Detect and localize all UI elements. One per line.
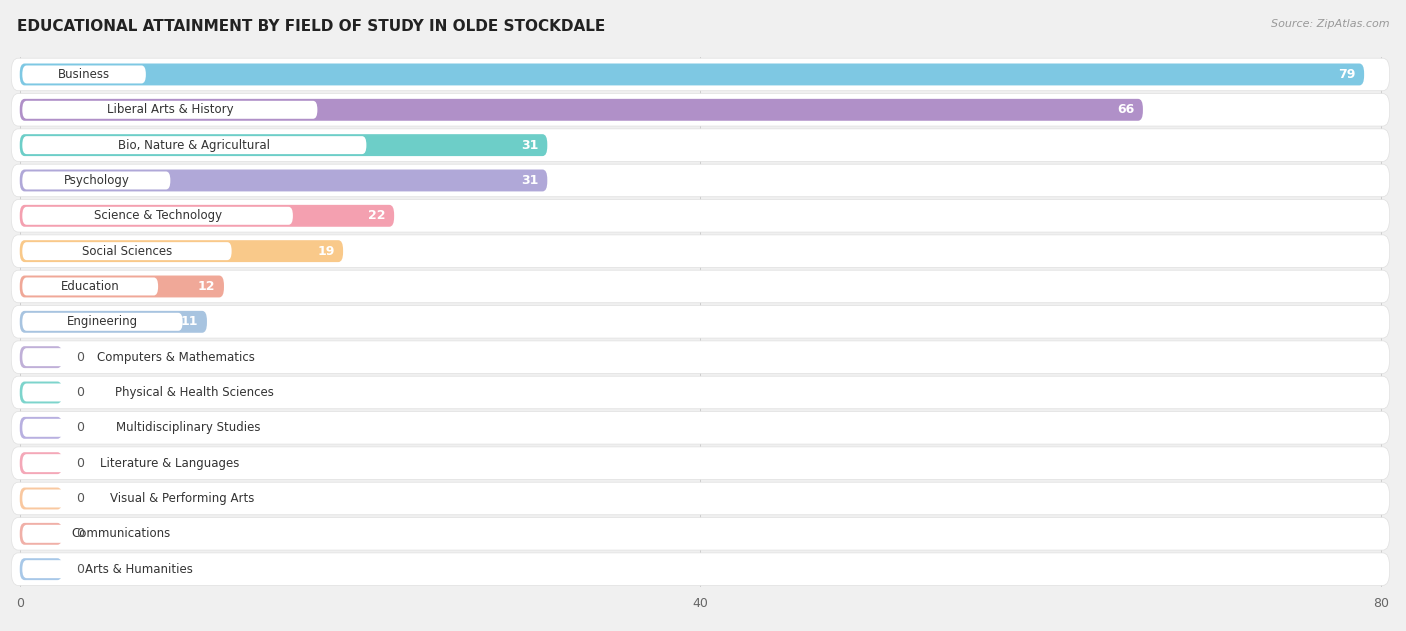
- FancyBboxPatch shape: [20, 558, 62, 580]
- Text: Bio, Nature & Agricultural: Bio, Nature & Agricultural: [118, 139, 270, 151]
- Text: Physical & Health Sciences: Physical & Health Sciences: [115, 386, 274, 399]
- Text: 0: 0: [76, 563, 84, 575]
- FancyBboxPatch shape: [22, 560, 256, 578]
- FancyBboxPatch shape: [20, 382, 62, 403]
- FancyBboxPatch shape: [11, 341, 1389, 374]
- FancyBboxPatch shape: [22, 419, 354, 437]
- FancyBboxPatch shape: [11, 411, 1389, 444]
- Text: Psychology: Psychology: [63, 174, 129, 187]
- FancyBboxPatch shape: [22, 313, 183, 331]
- Text: Science & Technology: Science & Technology: [94, 209, 222, 222]
- Text: 0: 0: [76, 528, 84, 540]
- Text: 31: 31: [522, 174, 538, 187]
- Text: 0: 0: [76, 351, 84, 363]
- FancyBboxPatch shape: [22, 66, 146, 83]
- FancyBboxPatch shape: [22, 384, 367, 401]
- Text: 0: 0: [76, 386, 84, 399]
- Text: 0: 0: [76, 492, 84, 505]
- Text: 19: 19: [318, 245, 335, 257]
- FancyBboxPatch shape: [22, 454, 318, 472]
- FancyBboxPatch shape: [22, 348, 329, 366]
- Text: Education: Education: [60, 280, 120, 293]
- FancyBboxPatch shape: [22, 490, 342, 507]
- FancyBboxPatch shape: [11, 199, 1389, 232]
- FancyBboxPatch shape: [20, 134, 547, 156]
- FancyBboxPatch shape: [22, 242, 232, 260]
- FancyBboxPatch shape: [20, 240, 343, 262]
- FancyBboxPatch shape: [11, 270, 1389, 303]
- FancyBboxPatch shape: [20, 488, 62, 509]
- FancyBboxPatch shape: [20, 170, 547, 191]
- Text: 22: 22: [368, 209, 385, 222]
- Text: EDUCATIONAL ATTAINMENT BY FIELD OF STUDY IN OLDE STOCKDALE: EDUCATIONAL ATTAINMENT BY FIELD OF STUDY…: [17, 19, 605, 34]
- FancyBboxPatch shape: [20, 452, 62, 474]
- FancyBboxPatch shape: [11, 164, 1389, 197]
- FancyBboxPatch shape: [20, 417, 62, 439]
- FancyBboxPatch shape: [20, 99, 1143, 121]
- Text: 79: 79: [1339, 68, 1355, 81]
- Text: Source: ZipAtlas.com: Source: ZipAtlas.com: [1271, 19, 1389, 29]
- Text: Visual & Performing Arts: Visual & Performing Arts: [110, 492, 254, 505]
- Text: 0: 0: [76, 422, 84, 434]
- FancyBboxPatch shape: [11, 58, 1389, 91]
- Text: Social Sciences: Social Sciences: [82, 245, 172, 257]
- Text: Arts & Humanities: Arts & Humanities: [86, 563, 193, 575]
- Text: Multidisciplinary Studies: Multidisciplinary Studies: [115, 422, 260, 434]
- FancyBboxPatch shape: [22, 101, 318, 119]
- Text: 12: 12: [198, 280, 215, 293]
- FancyBboxPatch shape: [20, 64, 1364, 85]
- FancyBboxPatch shape: [20, 346, 62, 368]
- Text: Computers & Mathematics: Computers & Mathematics: [97, 351, 254, 363]
- FancyBboxPatch shape: [11, 129, 1389, 162]
- FancyBboxPatch shape: [20, 311, 207, 333]
- FancyBboxPatch shape: [11, 447, 1389, 480]
- FancyBboxPatch shape: [22, 278, 157, 295]
- FancyBboxPatch shape: [11, 305, 1389, 338]
- Text: Business: Business: [58, 68, 110, 81]
- Text: Engineering: Engineering: [67, 316, 138, 328]
- FancyBboxPatch shape: [20, 205, 394, 227]
- Text: Communications: Communications: [72, 528, 170, 540]
- FancyBboxPatch shape: [22, 172, 170, 189]
- Text: Literature & Languages: Literature & Languages: [100, 457, 239, 469]
- Text: Liberal Arts & History: Liberal Arts & History: [107, 103, 233, 116]
- FancyBboxPatch shape: [22, 207, 292, 225]
- FancyBboxPatch shape: [11, 517, 1389, 550]
- FancyBboxPatch shape: [22, 525, 219, 543]
- FancyBboxPatch shape: [20, 523, 62, 545]
- FancyBboxPatch shape: [11, 235, 1389, 268]
- FancyBboxPatch shape: [11, 376, 1389, 409]
- Text: 31: 31: [522, 139, 538, 151]
- Text: 0: 0: [76, 457, 84, 469]
- FancyBboxPatch shape: [11, 93, 1389, 126]
- FancyBboxPatch shape: [20, 276, 224, 297]
- FancyBboxPatch shape: [22, 136, 367, 154]
- Text: 66: 66: [1118, 103, 1135, 116]
- FancyBboxPatch shape: [11, 553, 1389, 586]
- FancyBboxPatch shape: [11, 482, 1389, 515]
- Text: 11: 11: [181, 316, 198, 328]
